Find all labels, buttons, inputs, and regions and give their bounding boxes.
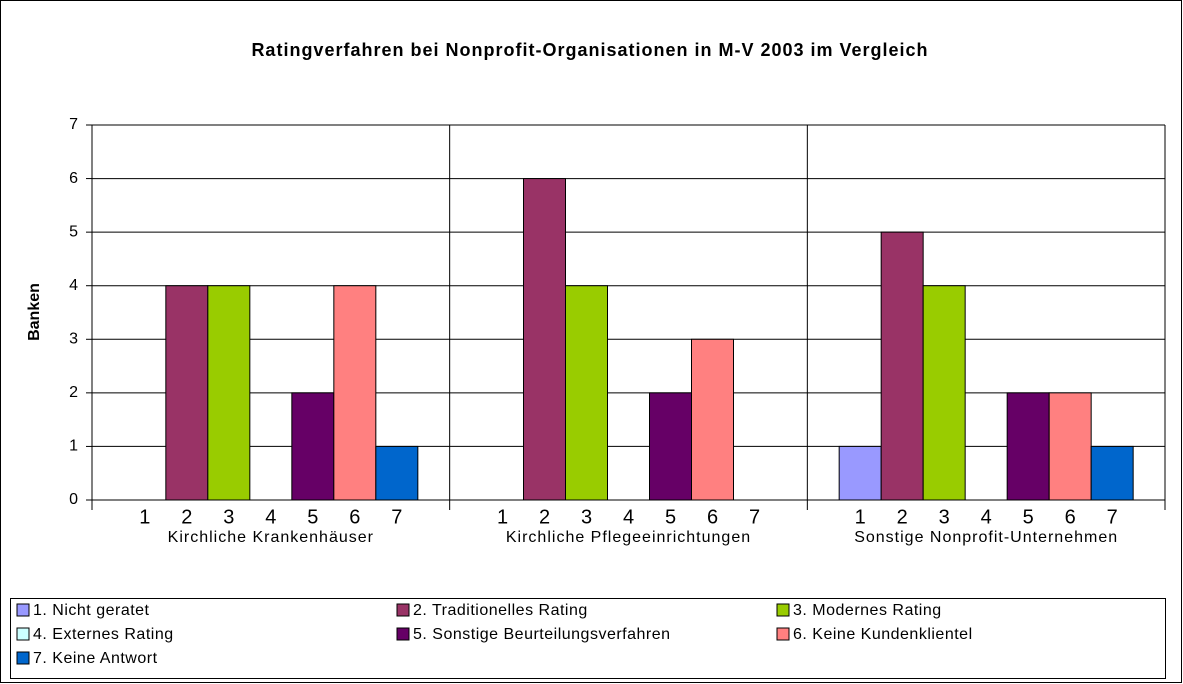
- y-tick-label: 7: [69, 116, 78, 133]
- legend-swatch: [396, 627, 410, 641]
- bar: [1090, 445, 1134, 501]
- bar-label: 7: [1107, 506, 1118, 528]
- bar-label: 6: [349, 506, 360, 528]
- y-tick-label: 3: [69, 331, 78, 348]
- bar: [565, 285, 608, 501]
- bar-label: 7: [391, 506, 402, 528]
- y-axis-label: Banken: [26, 283, 43, 341]
- bar-label: 2: [897, 506, 908, 528]
- legend-label: 2. Traditionelles Rating: [413, 602, 588, 619]
- chart-title: Ratingverfahren bei Nonprofit-Organisati…: [251, 40, 929, 60]
- x-category-label: Kirchliche Pflegeeinrichtungen: [505, 529, 752, 546]
- bar: [1006, 392, 1050, 501]
- bar-label: 1: [497, 506, 508, 528]
- bar-label: 4: [265, 506, 276, 528]
- bar: [1048, 392, 1092, 501]
- y-tick-label: 1: [69, 438, 78, 455]
- x-category-label: Sonstige Nonprofit-Unternehmen: [854, 529, 1119, 546]
- legend-label: 4. Externes Rating: [33, 626, 174, 643]
- bar: [291, 392, 335, 501]
- legend-swatch: [776, 603, 790, 617]
- bar-label: 2: [539, 506, 550, 528]
- legend-swatch: [16, 651, 30, 665]
- bar-label: 3: [581, 506, 592, 528]
- legend-label: 3. Modernes Rating: [793, 602, 942, 619]
- bar-label: 1: [855, 506, 866, 528]
- legend-label: 6. Keine Kundenklientel: [793, 626, 973, 643]
- legend-label: 1. Nicht geratet: [33, 602, 150, 619]
- legend-swatch: [396, 603, 410, 617]
- bar-label: 5: [307, 506, 318, 528]
- legend-box: [10, 598, 1166, 679]
- bar: [333, 285, 377, 501]
- legend-label: 5. Sonstige Beurteilungsverfahren: [413, 626, 671, 643]
- bar-label: 2: [181, 506, 192, 528]
- bar: [649, 392, 692, 501]
- bar-label: 5: [665, 506, 676, 528]
- y-tick-label: 0: [69, 491, 78, 508]
- bar-label: 4: [623, 506, 634, 528]
- bar: [375, 445, 419, 501]
- bar-label: 3: [223, 506, 234, 528]
- legend-swatch: [16, 627, 30, 641]
- y-tick-label: 2: [69, 384, 78, 401]
- bar-label: 1: [139, 506, 150, 528]
- y-tick-label: 4: [69, 277, 78, 294]
- bar: [922, 285, 966, 501]
- y-tick-label: 6: [69, 170, 78, 187]
- y-tick-label: 5: [69, 223, 78, 240]
- bar: [838, 445, 882, 501]
- x-category-label: Kirchliche Krankenhäuser: [167, 529, 374, 546]
- bar: [165, 285, 209, 501]
- bar-label: 5: [1023, 506, 1034, 528]
- bar: [207, 285, 251, 501]
- legend-swatch: [16, 603, 30, 617]
- bar-label: 6: [707, 506, 718, 528]
- bar: [880, 231, 924, 501]
- bar: [523, 178, 566, 501]
- bar: [691, 338, 734, 501]
- bar-label: 3: [939, 506, 950, 528]
- bar-label: 4: [981, 506, 992, 528]
- bar-label: 6: [1065, 506, 1076, 528]
- legend-swatch: [776, 627, 790, 641]
- legend-label: 7. Keine Antwort: [33, 650, 158, 667]
- bar-label: 7: [749, 506, 760, 528]
